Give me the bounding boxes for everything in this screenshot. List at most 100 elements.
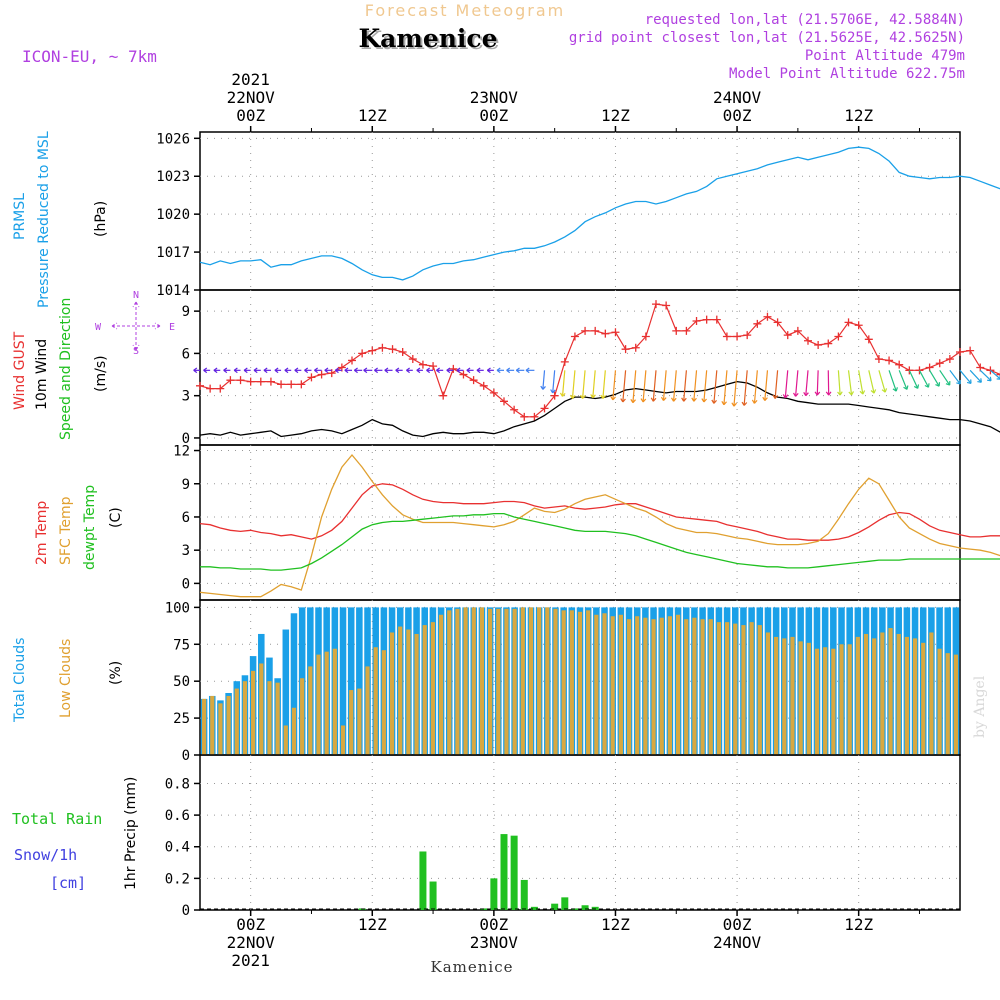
wind-arrow-head bbox=[436, 367, 440, 374]
wind-direction-arrow bbox=[762, 370, 769, 401]
wind-direction-arrow bbox=[294, 367, 302, 374]
low-cloud-bar bbox=[765, 632, 771, 755]
low-cloud-bar bbox=[438, 614, 444, 755]
pressure-panel: 1014 1017 1020 1023 1026 bbox=[156, 131, 1000, 299]
wind-direction-arrow bbox=[476, 367, 484, 374]
wind-direction-arrow bbox=[223, 367, 231, 374]
wind-arrow-head bbox=[913, 384, 920, 389]
wind-direction-arrow bbox=[878, 370, 888, 393]
wind-gust-point bbox=[418, 360, 427, 369]
location-title: Kamenice bbox=[358, 24, 497, 53]
wind-arrow-head bbox=[466, 367, 471, 374]
wind-gust-point bbox=[540, 404, 549, 413]
wind-gust-point bbox=[439, 391, 448, 400]
wind-gust-line bbox=[199, 303, 1000, 418]
temperature-panel: 0 3 6 9 12 bbox=[173, 444, 1000, 601]
wind-gust-point bbox=[814, 340, 823, 349]
precip-grid bbox=[200, 755, 960, 910]
wind-gust-point bbox=[966, 346, 975, 355]
pressure-ytick-label: 1026 bbox=[156, 131, 190, 147]
wind-direction-arrow bbox=[630, 370, 637, 404]
pressure-ytick-label: 1020 bbox=[156, 207, 190, 223]
wind-direction-arrow bbox=[284, 367, 292, 374]
top-axis-label: 12Z bbox=[601, 106, 630, 125]
wind-arrow-head bbox=[324, 367, 329, 374]
wind-arrow-head bbox=[935, 382, 941, 387]
wind-arrow-head bbox=[610, 396, 616, 401]
low-cloud-bar bbox=[463, 607, 468, 755]
low-cloud-bar bbox=[863, 633, 869, 755]
wind-arrow-shaft bbox=[990, 369, 1000, 380]
wind-gust-point bbox=[864, 335, 873, 344]
low-cloud-bar bbox=[283, 725, 288, 755]
wind-gust-point bbox=[246, 377, 255, 386]
wind-gust-point bbox=[753, 319, 762, 328]
low-cloud-bar bbox=[398, 626, 403, 755]
wind-arrow-shaft bbox=[959, 369, 972, 384]
wind-direction-arrow bbox=[814, 370, 821, 396]
snow-unit: [cm] bbox=[50, 874, 86, 892]
wind-direction-arrow bbox=[979, 369, 992, 382]
temp-unit: (C) bbox=[108, 507, 124, 528]
wind-arrow-head bbox=[903, 385, 909, 390]
wind-direction-arrow bbox=[466, 367, 474, 374]
low-cloud-bar bbox=[218, 703, 223, 755]
wind-arrow-head bbox=[363, 367, 368, 374]
wind-gust-point bbox=[510, 405, 519, 414]
low-cloud-bar bbox=[447, 610, 452, 755]
wind-arrow-head bbox=[966, 379, 972, 385]
temperature-ytick-label: 6 bbox=[182, 510, 190, 526]
wind-direction-arrow bbox=[721, 370, 728, 406]
wind-y-axis: 0 3 6 9 bbox=[182, 304, 200, 447]
wind-direction-arrow bbox=[949, 369, 961, 385]
wind-gust-point bbox=[216, 384, 225, 393]
wind-arrow-head bbox=[782, 394, 789, 399]
wind-gust-point bbox=[287, 380, 296, 389]
low-cloud-bar bbox=[921, 642, 926, 755]
pressure-ytick-label: 1023 bbox=[156, 169, 190, 185]
wind-direction-arrow bbox=[888, 370, 898, 392]
rain-bar bbox=[581, 905, 589, 910]
low-cloud-bar bbox=[855, 636, 860, 755]
low-cloud-bar bbox=[430, 622, 435, 755]
low-cloud-bar bbox=[904, 636, 909, 755]
wind-direction-arrow bbox=[559, 370, 566, 397]
wind-direction-arrow bbox=[384, 367, 393, 374]
low-cloud-bar bbox=[201, 698, 207, 755]
wind-direction-arrow bbox=[446, 367, 454, 374]
wind-arrow-head bbox=[956, 379, 961, 385]
wind-arrow-head bbox=[924, 383, 930, 388]
wind-direction-arrow bbox=[569, 370, 576, 399]
low-cloud-bar bbox=[929, 632, 934, 755]
wind-arrow-head bbox=[486, 367, 491, 374]
low-cloud-bar bbox=[684, 619, 689, 755]
low-cloud-bar bbox=[251, 670, 256, 755]
rain-bar bbox=[591, 906, 599, 910]
wind-gust-point bbox=[672, 326, 681, 335]
top-axis-label: 00Z bbox=[723, 106, 752, 125]
wind-gust-point bbox=[348, 356, 356, 365]
model-name: ICON-EU, ~ 7km bbox=[22, 47, 157, 66]
wind-arrow-shaft bbox=[816, 370, 819, 396]
wind-arrow-shaft bbox=[837, 370, 841, 396]
pressure-ytick-label: 1014 bbox=[156, 283, 190, 299]
wind-arrow-head bbox=[496, 367, 501, 374]
temperature-ytick-label: 0 bbox=[182, 576, 190, 592]
wind-arrow-head bbox=[731, 402, 738, 407]
temp-sfc-label: SFC Temp bbox=[58, 496, 74, 565]
wind-arrow-head bbox=[506, 367, 511, 374]
low-cloud-bar bbox=[210, 695, 215, 755]
temp-2m-label: 2m Temp bbox=[34, 501, 50, 565]
wind-gust-point bbox=[206, 384, 215, 393]
clouds-series bbox=[200, 607, 960, 755]
wind-arrow-shaft bbox=[683, 370, 687, 402]
wind-arrow-head bbox=[294, 367, 299, 374]
wind-arrow-head bbox=[670, 397, 677, 402]
wind-gust-point bbox=[662, 301, 671, 310]
wind-gust-point bbox=[358, 349, 367, 358]
wind-direction-arrow bbox=[959, 369, 972, 385]
wind-direction-arrow bbox=[751, 370, 758, 404]
wind-direction-arrow bbox=[334, 367, 342, 374]
compass-north: N bbox=[133, 290, 139, 301]
